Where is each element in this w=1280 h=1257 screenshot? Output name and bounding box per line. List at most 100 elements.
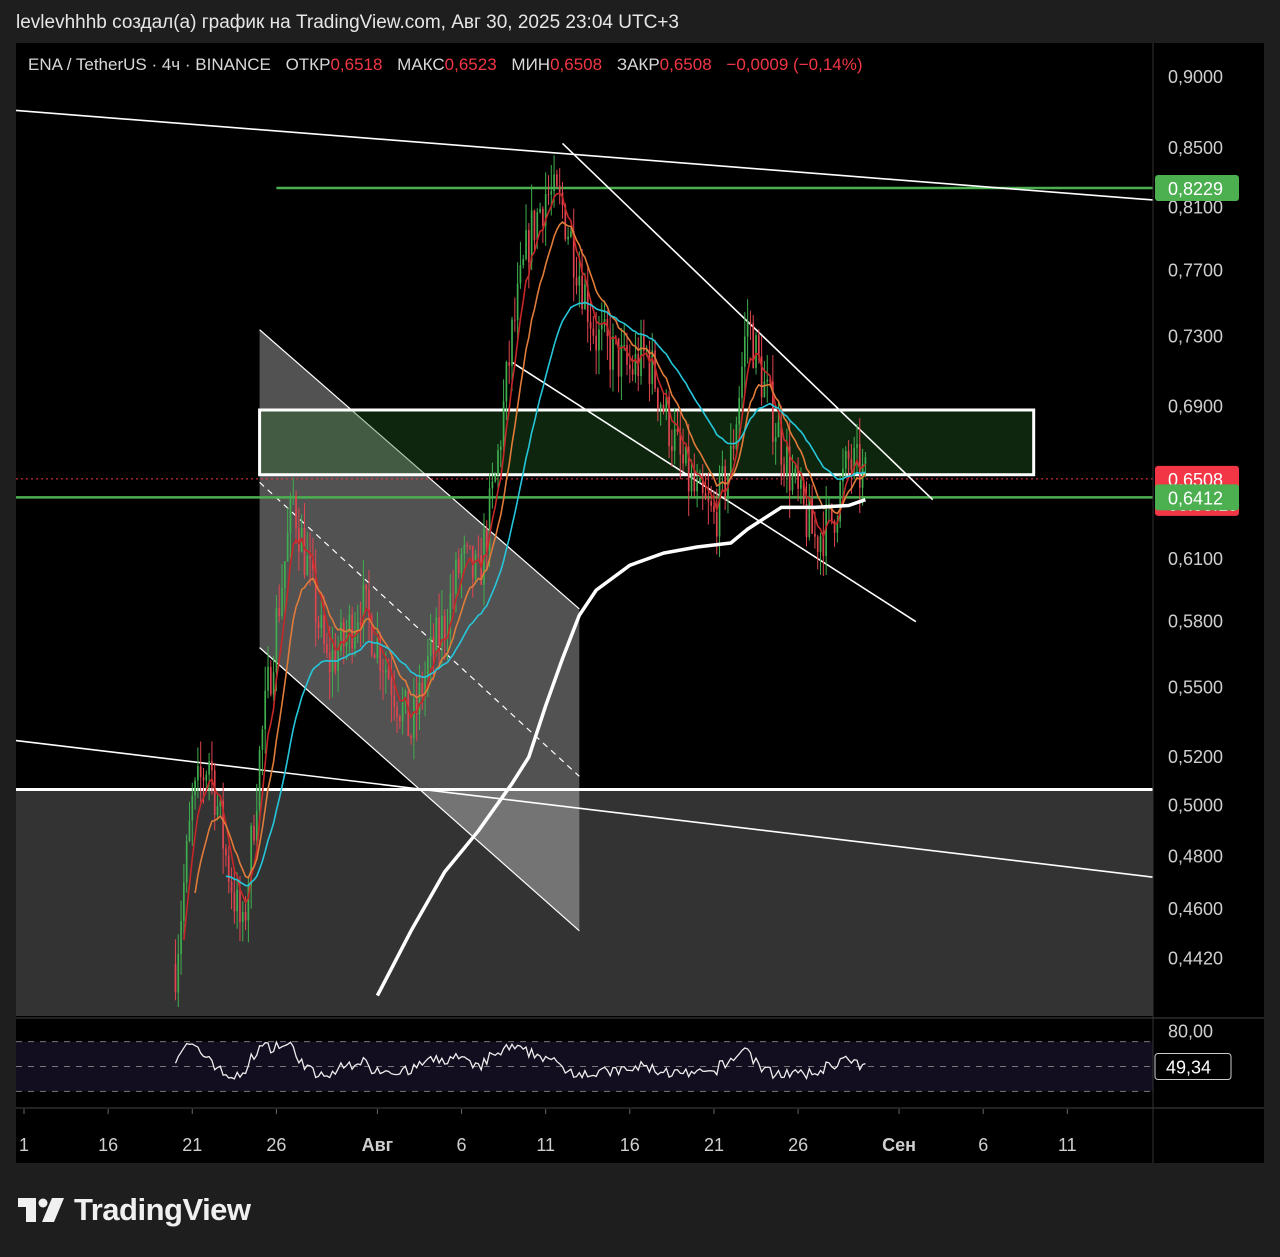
candle bbox=[188, 801, 191, 843]
price-tick-label: 0,8500 bbox=[1168, 138, 1223, 158]
candle bbox=[626, 332, 628, 376]
open-label: ОТКР bbox=[285, 55, 331, 74]
price-chart[interactable]: 0,9000 0,8500 0,8100 0,7700 0,7300 0,6900 0,61… bbox=[16, 43, 1264, 1163]
candle bbox=[685, 445, 687, 467]
candle bbox=[651, 333, 654, 395]
candle bbox=[825, 486, 827, 575]
candle bbox=[502, 379, 505, 453]
candle bbox=[701, 464, 704, 511]
change-value: −0,0009 (−0,14%) bbox=[726, 55, 863, 74]
time-tick-label: 26 bbox=[266, 1135, 286, 1155]
lower-zone bbox=[16, 789, 1153, 1016]
candle bbox=[741, 351, 743, 410]
candle bbox=[314, 549, 317, 647]
ma-fast-line bbox=[183, 192, 866, 941]
close-value: 0,6508 bbox=[659, 55, 712, 74]
price-tick-label: 0,8100 bbox=[1168, 198, 1223, 218]
candle bbox=[760, 335, 763, 406]
candle bbox=[822, 511, 825, 576]
candle bbox=[842, 448, 844, 501]
candle bbox=[396, 701, 398, 734]
candle bbox=[393, 670, 396, 722]
candle bbox=[382, 658, 384, 700]
candle bbox=[177, 934, 180, 1008]
candle bbox=[805, 481, 808, 547]
tradingview-logo[interactable]: TradingView bbox=[18, 1192, 251, 1228]
candle bbox=[320, 600, 323, 638]
candle bbox=[432, 623, 435, 681]
candle bbox=[735, 416, 738, 451]
candle bbox=[365, 583, 368, 611]
candle bbox=[659, 402, 662, 426]
ma-mid-line bbox=[194, 220, 866, 894]
candle bbox=[603, 300, 606, 333]
candle bbox=[572, 208, 575, 302]
candle bbox=[390, 656, 393, 723]
candle bbox=[261, 725, 264, 776]
candle bbox=[547, 175, 550, 205]
candle bbox=[581, 249, 583, 315]
candle bbox=[780, 405, 783, 486]
rsi-level-label: 80,00 bbox=[1168, 1022, 1213, 1042]
candle bbox=[401, 687, 404, 735]
candle bbox=[236, 872, 238, 929]
price-badge-label: 0,6412 bbox=[1168, 488, 1223, 508]
channel-zone bbox=[259, 329, 580, 931]
candle bbox=[676, 410, 679, 436]
candle bbox=[640, 319, 642, 385]
candle bbox=[225, 844, 227, 867]
candle bbox=[253, 814, 255, 845]
chart-panel[interactable]: 0,9000 0,8500 0,8100 0,7700 0,7300 0,6900 0,61… bbox=[16, 43, 1264, 1163]
candle bbox=[516, 262, 519, 341]
candle bbox=[250, 822, 253, 909]
time-tick-label: 21 bbox=[704, 1135, 724, 1155]
candle bbox=[839, 475, 842, 529]
low-value: 0,6508 bbox=[550, 55, 603, 74]
candle bbox=[373, 652, 376, 659]
price-tick-label: 0,4600 bbox=[1168, 899, 1223, 919]
candle bbox=[707, 472, 710, 525]
candle bbox=[289, 492, 292, 560]
candle bbox=[407, 690, 410, 737]
candle bbox=[379, 631, 382, 690]
candle bbox=[255, 783, 258, 847]
candle bbox=[376, 611, 379, 664]
price-tick-label: 0,5200 bbox=[1168, 747, 1223, 767]
candle bbox=[191, 782, 194, 847]
candle bbox=[816, 534, 819, 570]
candle bbox=[828, 496, 830, 523]
candle bbox=[620, 328, 623, 401]
candle bbox=[508, 340, 511, 384]
candle bbox=[491, 462, 494, 509]
candle bbox=[777, 400, 780, 438]
candle bbox=[211, 741, 213, 795]
candle bbox=[628, 344, 631, 384]
candle bbox=[766, 354, 769, 403]
candle bbox=[421, 671, 424, 711]
candle bbox=[819, 532, 822, 575]
candle bbox=[570, 227, 572, 239]
candle bbox=[328, 626, 331, 700]
time-tick-label: 21 bbox=[182, 1135, 202, 1155]
candle bbox=[267, 646, 269, 699]
candle bbox=[556, 169, 558, 188]
candle bbox=[589, 298, 592, 351]
candle bbox=[438, 593, 440, 665]
candle bbox=[657, 387, 659, 422]
candle bbox=[525, 204, 527, 261]
candle bbox=[598, 315, 600, 375]
time-tick-label: Сен bbox=[882, 1135, 916, 1155]
candle bbox=[272, 655, 275, 701]
time-tick-label: Авг bbox=[362, 1135, 394, 1155]
candle bbox=[286, 507, 289, 562]
rsi-value-badge bbox=[1154, 1053, 1232, 1080]
candle bbox=[533, 209, 536, 254]
trendline bbox=[16, 109, 1154, 201]
candle bbox=[441, 589, 443, 667]
candle bbox=[194, 777, 196, 810]
candle bbox=[469, 545, 471, 550]
candle bbox=[415, 675, 418, 741]
candle bbox=[264, 666, 267, 754]
candle bbox=[642, 319, 645, 369]
candle bbox=[592, 316, 595, 344]
